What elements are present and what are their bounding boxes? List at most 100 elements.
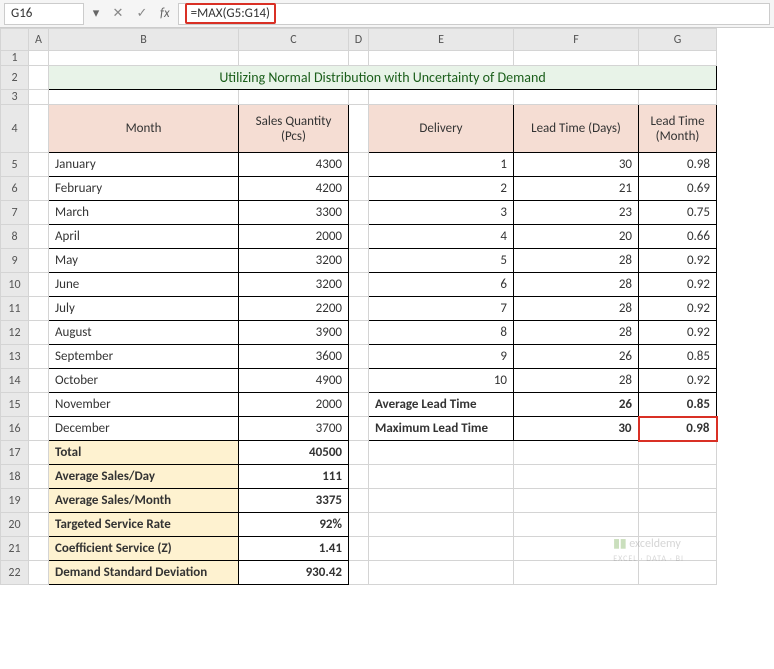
month-cell[interactable]: January xyxy=(49,153,239,177)
max-lead-label[interactable]: Maximum Lead Time xyxy=(369,417,514,441)
sales-cell[interactable]: 2000 xyxy=(239,225,349,249)
leaddays-cell[interactable]: 28 xyxy=(514,273,639,297)
month-cell[interactable]: May xyxy=(49,249,239,273)
name-box-dropdown[interactable]: ▾ xyxy=(88,6,104,21)
leaddays-cell[interactable]: 21 xyxy=(514,177,639,201)
delivery-cell[interactable]: 9 xyxy=(369,345,514,369)
row-header-18[interactable]: 18 xyxy=(1,465,29,489)
confirm-icon[interactable]: ✓ xyxy=(132,6,152,21)
delivery-cell[interactable]: 8 xyxy=(369,321,514,345)
row-header-10[interactable]: 10 xyxy=(1,273,29,297)
fx-label[interactable]: fx xyxy=(156,6,174,21)
coef-value[interactable]: 1.41 xyxy=(239,537,349,561)
row-header-22[interactable]: 22 xyxy=(1,561,29,585)
month-cell[interactable]: November xyxy=(49,393,239,417)
total-value[interactable]: 40500 xyxy=(239,441,349,465)
col-header-D[interactable]: D xyxy=(349,29,369,51)
leadmonth-cell[interactable]: 0.92 xyxy=(639,249,717,273)
row-header-2[interactable]: 2 xyxy=(1,66,29,90)
month-cell[interactable]: August xyxy=(49,321,239,345)
col-header-E[interactable]: E xyxy=(369,29,514,51)
row-header-9[interactable]: 9 xyxy=(1,249,29,273)
row-header-20[interactable]: 20 xyxy=(1,513,29,537)
sales-cell[interactable]: 3900 xyxy=(239,321,349,345)
sales-cell[interactable]: 3200 xyxy=(239,249,349,273)
max-lead-month-selected[interactable]: 0.98 xyxy=(639,417,717,441)
row-header-1[interactable]: 1 xyxy=(1,51,29,66)
row-header-13[interactable]: 13 xyxy=(1,345,29,369)
col-header-C[interactable]: C xyxy=(239,29,349,51)
col-header-G[interactable]: G xyxy=(639,29,717,51)
formula-input[interactable]: =MAX(G5:G14) xyxy=(178,3,770,25)
delivery-cell[interactable]: 7 xyxy=(369,297,514,321)
row-header-5[interactable]: 5 xyxy=(1,153,29,177)
leadmonth-cell[interactable]: 0.66 xyxy=(639,225,717,249)
row-header-19[interactable]: 19 xyxy=(1,489,29,513)
header-delivery[interactable]: Delivery xyxy=(369,105,514,153)
select-all-corner[interactable] xyxy=(1,29,29,51)
header-sales[interactable]: Sales Quantity (Pcs) xyxy=(239,105,349,153)
leaddays-cell[interactable]: 28 xyxy=(514,369,639,393)
total-label[interactable]: Total xyxy=(49,441,239,465)
row-header-3[interactable]: 3 xyxy=(1,90,29,105)
avg-lead-month[interactable]: 0.85 xyxy=(639,393,717,417)
month-cell[interactable]: March xyxy=(49,201,239,225)
avg-lead-days[interactable]: 26 xyxy=(514,393,639,417)
sales-cell[interactable]: 4300 xyxy=(239,153,349,177)
avgmonth-value[interactable]: 3375 xyxy=(239,489,349,513)
delivery-cell[interactable]: 2 xyxy=(369,177,514,201)
leaddays-cell[interactable]: 28 xyxy=(514,321,639,345)
leadmonth-cell[interactable]: 0.92 xyxy=(639,273,717,297)
delivery-cell[interactable]: 6 xyxy=(369,273,514,297)
col-header-B[interactable]: B xyxy=(49,29,239,51)
target-label[interactable]: Targeted Service Rate xyxy=(49,513,239,537)
row-header-11[interactable]: 11 xyxy=(1,297,29,321)
name-box[interactable]: G16 xyxy=(4,3,84,25)
row-header-4[interactable]: 4 xyxy=(1,105,29,153)
header-leadmonth[interactable]: Lead Time (Month) xyxy=(639,105,717,153)
stddev-label[interactable]: Demand Standard Deviation xyxy=(49,561,239,585)
leaddays-cell[interactable]: 30 xyxy=(514,153,639,177)
leadmonth-cell[interactable]: 0.98 xyxy=(639,153,717,177)
month-cell[interactable]: December xyxy=(49,417,239,441)
col-header-F[interactable]: F xyxy=(514,29,639,51)
row-header-14[interactable]: 14 xyxy=(1,369,29,393)
row-header-21[interactable]: 21 xyxy=(1,537,29,561)
header-leaddays[interactable]: Lead Time (Days) xyxy=(514,105,639,153)
delivery-cell[interactable]: 10 xyxy=(369,369,514,393)
sales-cell[interactable]: 3300 xyxy=(239,201,349,225)
row-header-15[interactable]: 15 xyxy=(1,393,29,417)
leaddays-cell[interactable]: 28 xyxy=(514,249,639,273)
leadmonth-cell[interactable]: 0.92 xyxy=(639,321,717,345)
sales-cell[interactable]: 3200 xyxy=(239,273,349,297)
month-cell[interactable]: February xyxy=(49,177,239,201)
leadmonth-cell[interactable]: 0.92 xyxy=(639,297,717,321)
avgmonth-label[interactable]: Average Sales/Month xyxy=(49,489,239,513)
leaddays-cell[interactable]: 28 xyxy=(514,297,639,321)
month-cell[interactable]: June xyxy=(49,273,239,297)
delivery-cell[interactable]: 4 xyxy=(369,225,514,249)
row-header-8[interactable]: 8 xyxy=(1,225,29,249)
avg-lead-label[interactable]: Average Lead Time xyxy=(369,393,514,417)
sales-cell[interactable]: 3600 xyxy=(239,345,349,369)
sales-cell[interactable]: 4200 xyxy=(239,177,349,201)
stddev-value[interactable]: 930.42 xyxy=(239,561,349,585)
month-cell[interactable]: April xyxy=(49,225,239,249)
month-cell[interactable]: July xyxy=(49,297,239,321)
row-header-17[interactable]: 17 xyxy=(1,441,29,465)
leadmonth-cell[interactable]: 0.85 xyxy=(639,345,717,369)
target-value[interactable]: 92% xyxy=(239,513,349,537)
max-lead-days[interactable]: 30 xyxy=(514,417,639,441)
coef-label[interactable]: Coefficient Service (Z) xyxy=(49,537,239,561)
leadmonth-cell[interactable]: 0.69 xyxy=(639,177,717,201)
sales-cell[interactable]: 4900 xyxy=(239,369,349,393)
delivery-cell[interactable]: 1 xyxy=(369,153,514,177)
month-cell[interactable]: October xyxy=(49,369,239,393)
leadmonth-cell[interactable]: 0.92 xyxy=(639,369,717,393)
leadmonth-cell[interactable]: 0.75 xyxy=(639,201,717,225)
month-cell[interactable]: September xyxy=(49,345,239,369)
avgday-label[interactable]: Average Sales/Day xyxy=(49,465,239,489)
row-header-6[interactable]: 6 xyxy=(1,177,29,201)
header-month[interactable]: Month xyxy=(49,105,239,153)
avgday-value[interactable]: 111 xyxy=(239,465,349,489)
